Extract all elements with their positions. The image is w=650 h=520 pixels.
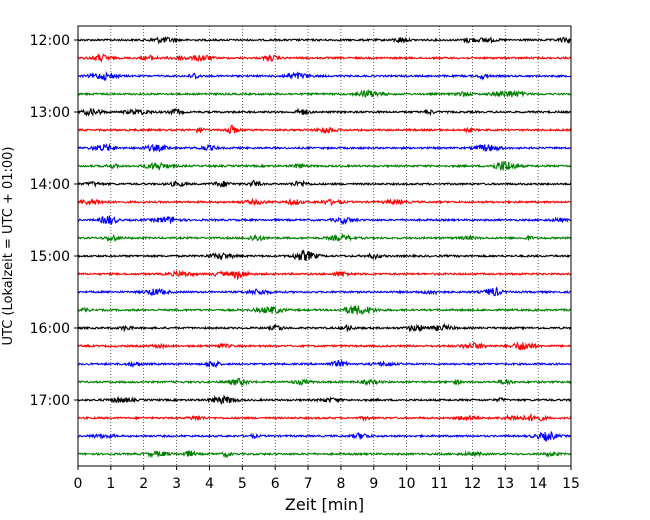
seismogram-trace bbox=[77, 450, 572, 459]
x-tick-label: 12 bbox=[463, 476, 481, 492]
y-tick-label: 13:00 bbox=[30, 105, 70, 121]
seismogram-trace bbox=[77, 142, 572, 153]
plot-frame bbox=[77, 25, 572, 467]
y-tick-label: 16:00 bbox=[30, 321, 70, 337]
x-tick-label: 6 bbox=[271, 476, 280, 492]
seismogram-trace bbox=[77, 249, 572, 262]
seismogram-trace bbox=[77, 304, 572, 315]
trace-group bbox=[77, 36, 572, 459]
x-axis-label: Zeit [min] bbox=[285, 495, 364, 514]
x-tick-label: 14 bbox=[529, 476, 547, 492]
y-tick-label: 17:00 bbox=[30, 393, 70, 409]
x-tick-label: 15 bbox=[562, 476, 580, 492]
seismogram-trace bbox=[77, 412, 572, 423]
x-tick-label: 2 bbox=[139, 476, 148, 492]
x-tick-label: 8 bbox=[336, 476, 345, 492]
x-tick-label: 3 bbox=[172, 476, 181, 492]
y-tick-label: 12:00 bbox=[30, 33, 70, 49]
seismogram-trace bbox=[77, 36, 572, 45]
seismogram-trace bbox=[77, 160, 572, 172]
seismogram-trace bbox=[77, 215, 572, 226]
seismogram-trace bbox=[77, 124, 572, 135]
x-tick-label: 4 bbox=[205, 476, 214, 492]
x-tick-label: 11 bbox=[431, 476, 449, 492]
y-tick-label: 15:00 bbox=[30, 249, 70, 265]
x-tick-label: 10 bbox=[398, 476, 416, 492]
x-tick-label: 1 bbox=[106, 476, 115, 492]
seismogram-trace bbox=[77, 341, 572, 351]
x-tick-label: 0 bbox=[74, 476, 83, 492]
seismogram-trace bbox=[77, 88, 572, 99]
vertical-grid bbox=[110, 26, 539, 466]
seismogram-trace bbox=[77, 107, 572, 117]
seismogram-trace bbox=[77, 431, 572, 442]
seismogram-trace bbox=[77, 197, 572, 207]
seismogram-trace bbox=[77, 358, 572, 369]
y-tick-label: 14:00 bbox=[30, 177, 70, 193]
x-tick-label: 5 bbox=[238, 476, 247, 492]
seismogram-trace bbox=[77, 179, 572, 189]
seismogram-trace bbox=[77, 232, 572, 243]
seismogram-trace bbox=[77, 377, 572, 387]
x-tick-label: 13 bbox=[496, 476, 514, 492]
seismogram-trace bbox=[77, 53, 572, 64]
x-tick-label: 9 bbox=[369, 476, 378, 492]
y-axis: 12:00 13:00 14:00 15:00 16:00 17:00 bbox=[30, 33, 78, 409]
seismogram-trace bbox=[77, 71, 572, 82]
x-axis: 0 1 2 3 4 5 6 7 8 9 10 11 12 13 14 15 bbox=[74, 466, 580, 492]
y-axis-label: UTC (Lokalzeit = UTC + 01:00) bbox=[1, 147, 16, 346]
seismogram-trace bbox=[77, 322, 572, 333]
x-tick-label: 7 bbox=[304, 476, 313, 492]
seismogram-trace bbox=[77, 269, 572, 281]
seismogram-trace bbox=[77, 394, 572, 405]
seismogram-trace bbox=[77, 286, 572, 297]
